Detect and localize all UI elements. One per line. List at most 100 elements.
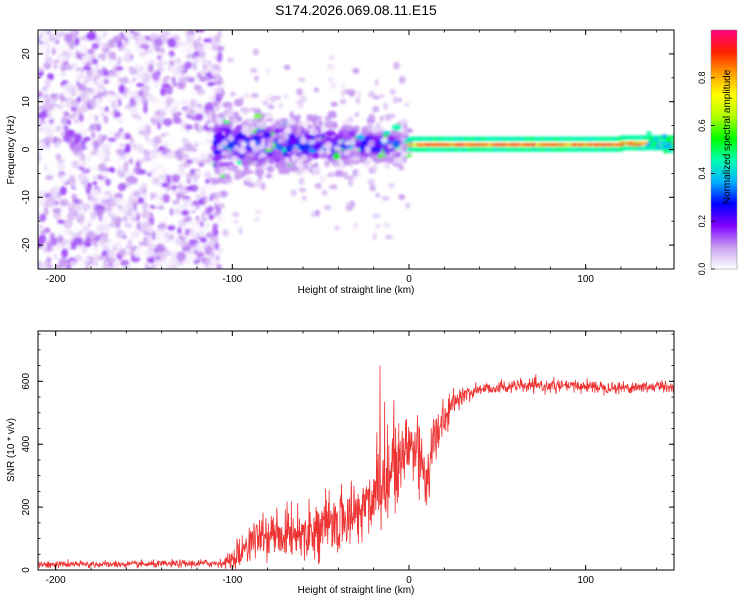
spectrogram-cell xyxy=(369,184,376,192)
spectrogram-cell xyxy=(323,204,332,211)
snr-plot-area xyxy=(38,331,674,570)
spectrogram-cell xyxy=(76,95,81,104)
spectrogram-cell xyxy=(213,169,221,174)
spectrogram-cell xyxy=(38,118,42,124)
spectrogram-cell xyxy=(48,33,55,42)
spectrogram-cell xyxy=(194,194,203,199)
spectrogram-cell xyxy=(271,123,276,132)
spectrogram-cell xyxy=(382,221,391,228)
spectrogram-cell xyxy=(281,122,288,128)
spectrogram-cell xyxy=(49,118,54,125)
spectrogram-cell xyxy=(56,219,65,225)
spectrogram-cell xyxy=(279,159,287,165)
spectrogram-cell xyxy=(248,152,256,158)
spectrogram-cell xyxy=(83,136,91,143)
spectrogram-cell xyxy=(142,194,148,199)
spectrogram-cell xyxy=(138,50,147,58)
spectrogram-cell xyxy=(345,148,352,154)
spectrogram-cell xyxy=(207,205,214,213)
spectrogram-cell xyxy=(215,254,220,261)
spectrogram-cell xyxy=(334,169,344,178)
spectrogram-cell xyxy=(217,93,224,99)
spectrogram-cell xyxy=(246,176,252,183)
spectrogram-cell xyxy=(301,166,307,174)
spectrogram-cell xyxy=(287,118,296,126)
spectrogram-cell xyxy=(262,100,268,106)
spectrogram-cell xyxy=(38,185,47,191)
spectrogram-cell xyxy=(374,78,379,87)
spectrogram-cell xyxy=(352,221,359,230)
spectrogram-cell xyxy=(354,112,360,117)
spectrogram-cell xyxy=(297,126,302,135)
spectrogram-cell xyxy=(284,157,290,163)
spectrogram-cell xyxy=(228,108,234,116)
spectrogram-cell xyxy=(274,129,281,134)
spectrogram-cell xyxy=(346,175,354,181)
spectrogram-cell xyxy=(103,245,110,252)
spectrogram-cell xyxy=(585,143,594,146)
spectrogram-cell xyxy=(373,95,381,100)
spectrogram-cell xyxy=(50,237,58,247)
spectrogram-cell xyxy=(157,66,165,73)
spectrogram-cell xyxy=(217,30,222,38)
spectrogram-cell xyxy=(137,169,147,175)
spectrogram-cell xyxy=(265,67,270,75)
snr-series-line xyxy=(38,365,674,570)
spectrogram-cell xyxy=(240,141,248,148)
spectrogram-cell xyxy=(385,234,394,240)
spectrogram-cell xyxy=(56,235,64,244)
spectrogram-cell xyxy=(183,217,191,222)
spectrogram-cell xyxy=(190,205,197,211)
spectrogram-cell xyxy=(355,96,361,105)
spectrogram-cell xyxy=(374,160,381,164)
spectrogram-cell xyxy=(62,111,70,117)
spectrogram-cell xyxy=(46,195,57,204)
spectrogram-cell xyxy=(121,95,128,101)
spectrogram-cell xyxy=(147,258,155,264)
spectrogram-cell xyxy=(405,202,411,209)
spectrogram-cell xyxy=(194,122,199,131)
spectrogram-cell xyxy=(261,138,266,146)
spectrogram-cell xyxy=(370,125,379,134)
spectrogram-cell xyxy=(356,90,362,99)
spectrogram-cell xyxy=(311,152,320,160)
spectrogram-cell xyxy=(340,163,346,169)
spectrogram-cell xyxy=(72,98,78,108)
spectrogram-cell xyxy=(265,173,273,179)
spectrogram-cell xyxy=(344,140,352,146)
spectrogram-cell xyxy=(297,120,303,127)
spectrogram-cell xyxy=(666,144,673,149)
spectrogram-cell xyxy=(94,37,101,42)
spectrogram-cell xyxy=(53,253,58,260)
spectrogram-cell xyxy=(390,130,400,136)
spectrogram-cell xyxy=(314,182,322,190)
spectrogram-cell xyxy=(195,113,204,122)
spectrogram-cell xyxy=(171,230,178,239)
spectrogram-cell xyxy=(122,189,129,200)
spectrogram-cell xyxy=(634,143,643,146)
spectrogram-cell xyxy=(58,257,69,266)
spectrogram-cell xyxy=(91,132,96,139)
spectrogram-cell xyxy=(288,137,299,145)
spectrogram-cell xyxy=(259,122,267,130)
snr-y-tick-label: 0 xyxy=(21,567,32,573)
spectrogram-cell xyxy=(118,165,125,172)
spectrogram-cell xyxy=(137,143,144,154)
spectrogram-cell xyxy=(315,170,321,176)
colorbar-tick-label: 0.8 xyxy=(697,72,707,85)
spectrogram-cell xyxy=(252,48,260,57)
spectrogram-cell xyxy=(207,81,215,87)
spectrogram-cell xyxy=(190,254,199,261)
spectrogram-cell xyxy=(147,64,154,73)
spectrogram-cell xyxy=(299,144,307,150)
spectrogram-cell xyxy=(352,68,360,74)
spectrogram-cell xyxy=(38,224,44,230)
spectrogram-cell xyxy=(114,239,122,250)
spectrogram-x-label: Height of straight line (km) xyxy=(298,285,415,296)
spectrogram-cell xyxy=(363,159,370,168)
spectrogram-cell xyxy=(44,56,53,65)
spectrogram-cell xyxy=(117,182,127,192)
spectrogram-cell xyxy=(218,190,228,198)
spectrogram-cell xyxy=(204,186,213,196)
spectrogram-cell xyxy=(92,246,103,255)
